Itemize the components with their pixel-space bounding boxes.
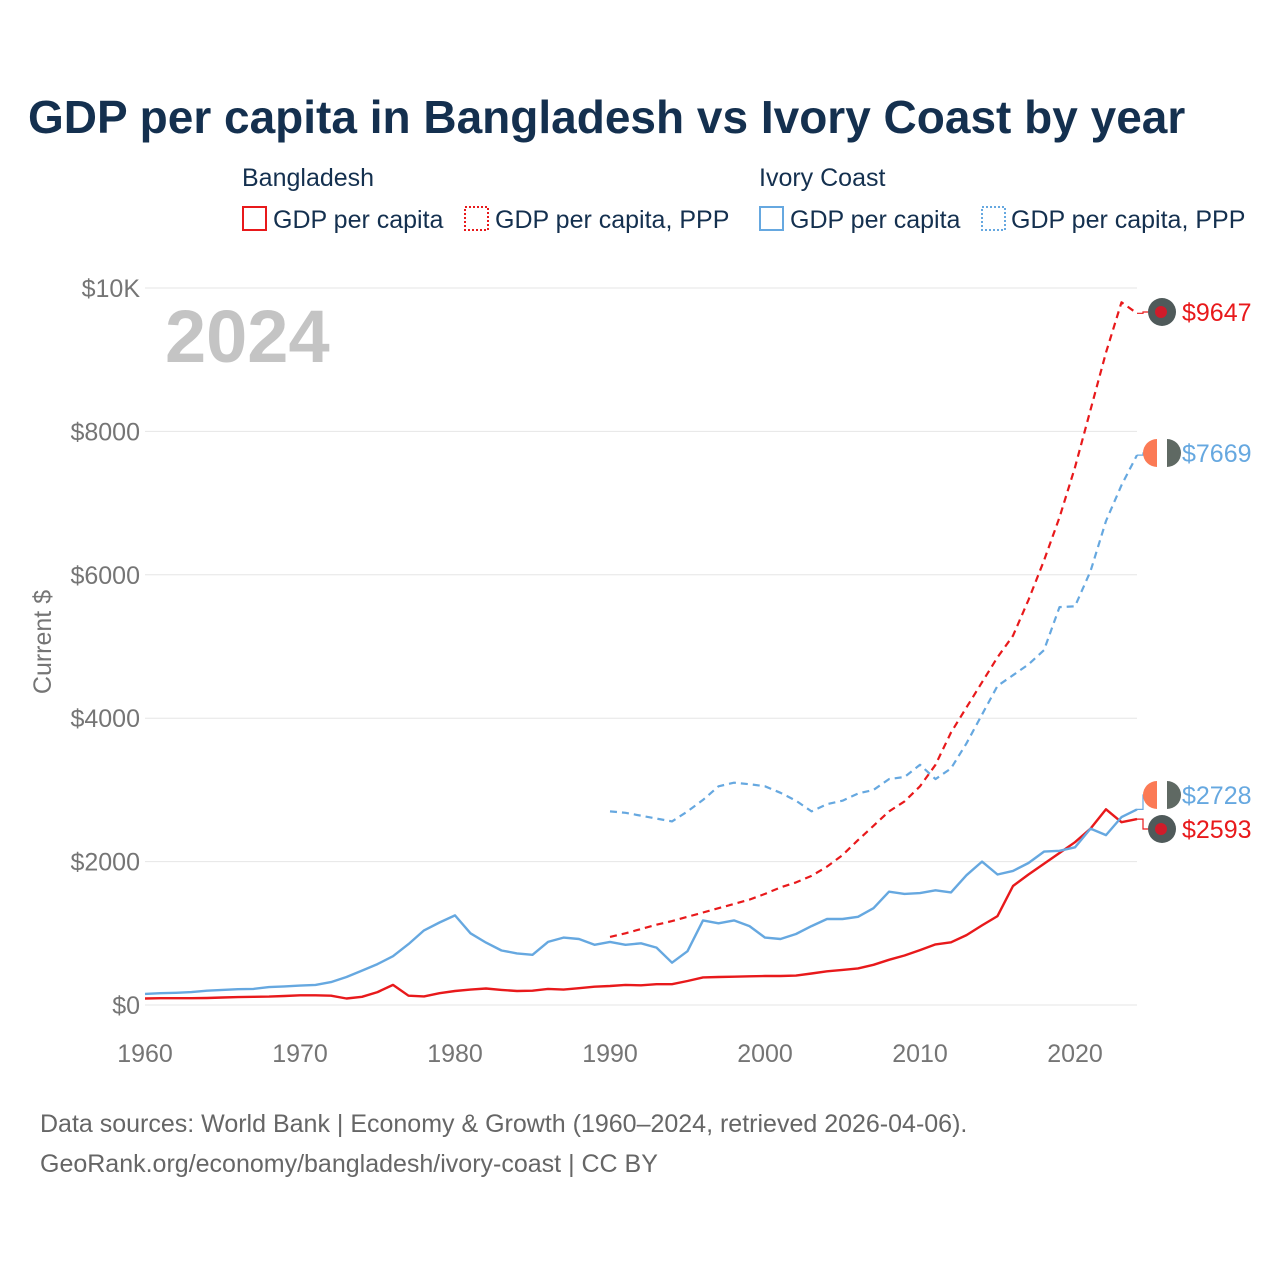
series-line-bangladesh-gdp-per-capita-ppp[interactable] — [609, 301, 1138, 938]
legend-label-ivory-coast-gdp[interactable]: GDP per capita — [790, 206, 961, 234]
x-tick-label: 1970 — [272, 1040, 328, 1068]
legend-swatch-ivory-coast-gdp-ppp — [981, 206, 1006, 231]
y-axis-title: Current $ — [29, 590, 57, 694]
y-tick-label: $8000 — [70, 418, 140, 446]
series-lines — [144, 301, 1138, 1000]
legend-label-bangladesh-gdp-ppp[interactable]: GDP per capita, PPP — [495, 206, 729, 234]
source-line-2[interactable]: GeoRank.org/economy/bangladesh/ivory-coa… — [40, 1150, 658, 1178]
ivory-coast-flag-white — [1157, 439, 1167, 467]
y-axis-ticks: $0 $2000 $4000 $6000 $8000 $10K — [70, 275, 140, 1020]
ivory-coast-flag-icon — [1143, 781, 1157, 809]
legend-group-ivory-coast: Ivory Coast — [759, 164, 885, 192]
chart-title: GDP per capita in Bangladesh vs Ivory Co… — [28, 91, 1185, 143]
year-watermark: 2024 — [165, 295, 330, 378]
y-tick-label: $6000 — [70, 562, 140, 590]
end-label-connector — [1137, 818, 1148, 830]
y-tick-label: $10K — [82, 275, 141, 303]
gridlines — [145, 287, 1137, 1006]
legend-swatch-bangladesh-gdp-ppp — [464, 206, 489, 231]
y-tick-label: $0 — [112, 992, 140, 1020]
end-value-label: $9647 — [1182, 299, 1252, 327]
series-line-ivory-coast-gdp-per-capita[interactable] — [144, 808, 1138, 996]
x-tick-label: 1980 — [427, 1040, 483, 1068]
series-line-bangladesh-gdp-per-capita[interactable] — [144, 808, 1138, 1000]
legend-label-bangladesh-gdp[interactable]: GDP per capita — [273, 206, 444, 234]
x-tick-label: 1960 — [117, 1040, 173, 1068]
y-tick-label: $4000 — [70, 705, 140, 733]
end-value-label: $7669 — [1182, 440, 1252, 468]
end-value-label: $2728 — [1182, 782, 1252, 810]
ivory-coast-flag-icon — [1143, 439, 1157, 467]
end-value-label: $2593 — [1182, 816, 1252, 844]
x-tick-label: 2020 — [1047, 1040, 1103, 1068]
x-tick-label: 2010 — [892, 1040, 948, 1068]
y-tick-label: $2000 — [70, 849, 140, 877]
ivory-coast-flag-white — [1157, 781, 1167, 809]
legend-swatch-bangladesh-gdp — [242, 206, 267, 231]
series-line-ivory-coast-gdp-per-capita-ppp[interactable] — [609, 454, 1138, 823]
bangladesh-flag-disc — [1155, 823, 1167, 835]
legend-label-ivory-coast-gdp-ppp[interactable]: GDP per capita, PPP — [1011, 206, 1245, 234]
bangladesh-flag-disc — [1155, 306, 1167, 318]
x-axis-ticks: 1960 1970 1980 1990 2000 2010 2020 — [117, 1040, 1103, 1068]
ivory-coast-flag-green — [1167, 781, 1181, 809]
source-line-1: Data sources: World Bank | Economy & Gro… — [40, 1110, 967, 1138]
end-label-connector — [1137, 311, 1148, 314]
legend-swatch-ivory-coast-gdp — [759, 206, 784, 231]
end-labels: $2593 $9647 $2728 $7669 — [1137, 298, 1252, 844]
x-tick-label: 1990 — [582, 1040, 638, 1068]
ivory-coast-flag-green — [1167, 439, 1181, 467]
x-tick-label: 2000 — [737, 1040, 793, 1068]
legend-group-bangladesh: Bangladesh — [242, 164, 374, 192]
